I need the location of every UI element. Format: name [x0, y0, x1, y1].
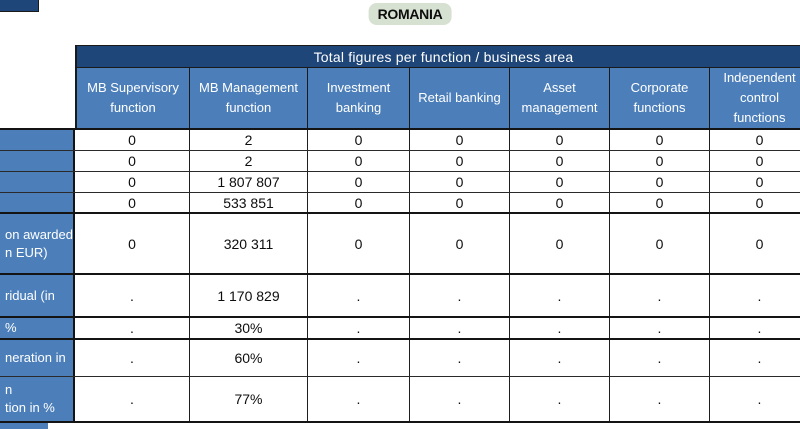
column-header-mb-supervisory: MB Supervisory function — [75, 68, 190, 128]
data-cell: . — [75, 340, 190, 376]
data-cell: 0 — [610, 193, 710, 212]
row-label: neration in — [0, 340, 75, 376]
data-cell: 30% — [190, 318, 308, 338]
data-cell: . — [308, 275, 410, 316]
data-cell: 0 — [410, 214, 510, 273]
data-cell: 0 — [710, 172, 800, 192]
data-cell: 0 — [510, 151, 610, 171]
data-cell: . — [610, 318, 710, 338]
row-label — [0, 130, 75, 150]
data-cell: 77% — [190, 377, 308, 421]
table-band-row: Total figures per function / business ar… — [0, 45, 800, 68]
data-cell: 2 — [190, 130, 308, 150]
row-label — [0, 193, 75, 212]
data-cell: 0 — [710, 214, 800, 273]
data-cell: 0 — [710, 193, 800, 212]
data-cell: 0 — [610, 172, 710, 192]
data-cell: . — [610, 275, 710, 316]
figures-table: Total figures per function / business ar… — [0, 45, 800, 423]
data-cell: 2 — [190, 151, 308, 171]
data-cell: 320 311 — [190, 214, 308, 273]
data-cell: 0 — [75, 214, 190, 273]
data-cell: . — [710, 275, 800, 316]
data-cell: . — [510, 318, 610, 338]
column-header-retail-banking: Retail banking — [410, 68, 510, 128]
data-cell: 0 — [510, 193, 610, 212]
cutoff-cell-top-left — [0, 0, 39, 12]
column-header-mb-management: MB Management function — [190, 68, 308, 128]
data-cell: . — [410, 275, 510, 316]
data-cell: . — [75, 318, 190, 338]
column-header-investment-banking: Investment banking — [308, 68, 410, 128]
data-cell: 0 — [75, 193, 190, 212]
data-cell: . — [710, 377, 800, 421]
cutoff-cell-bottom-left — [0, 423, 48, 429]
column-header-asset-management: Asset management — [510, 68, 610, 128]
data-cell: 0 — [710, 151, 800, 171]
column-header-corporate-functions: Corporate functions — [610, 68, 710, 128]
table-row: % . 30% . . . . . — [0, 318, 800, 340]
table-row: neration in . 60% . . . . . — [0, 340, 800, 377]
data-cell: 0 — [308, 193, 410, 212]
data-cell: 0 — [75, 151, 190, 171]
data-cell: 0 — [75, 172, 190, 192]
data-cell: . — [308, 377, 410, 421]
row-label — [0, 151, 75, 171]
data-cell: . — [308, 318, 410, 338]
data-cell: 0 — [308, 172, 410, 192]
table-row: n tion in % . 77% . . . . . — [0, 377, 800, 423]
row-label: on awarded n EUR) — [0, 214, 75, 273]
data-cell: . — [710, 318, 800, 338]
row-label: n tion in % — [0, 377, 75, 421]
data-cell: 0 — [308, 214, 410, 273]
data-cell: 0 — [510, 214, 610, 273]
data-cell: 0 — [710, 130, 800, 150]
data-cell: . — [610, 377, 710, 421]
data-cell: 0 — [410, 130, 510, 150]
row-label — [0, 172, 75, 192]
data-cell: 0 — [510, 130, 610, 150]
row-label: ridual (in — [0, 275, 75, 316]
data-cell: 0 — [410, 151, 510, 171]
table-row: 0 2 0 0 0 0 0 — [0, 130, 800, 151]
data-cell: . — [410, 318, 510, 338]
data-cell: 1 170 829 — [190, 275, 308, 316]
column-header-row: MB Supervisory function MB Management fu… — [0, 68, 800, 130]
data-cell: 0 — [308, 151, 410, 171]
data-cell: . — [710, 340, 800, 376]
data-cell: . — [610, 340, 710, 376]
data-cell: 0 — [510, 172, 610, 192]
band-spacer — [0, 45, 75, 68]
data-cell: . — [510, 377, 610, 421]
table-row: 0 533 851 0 0 0 0 0 — [0, 193, 800, 214]
data-cell: 0 — [75, 130, 190, 150]
data-cell: 0 — [410, 172, 510, 192]
table-band-title: Total figures per function / business ar… — [75, 45, 800, 68]
data-cell: 0 — [410, 193, 510, 212]
data-cell: . — [410, 377, 510, 421]
data-cell: . — [308, 340, 410, 376]
table-row: 0 2 0 0 0 0 0 — [0, 151, 800, 172]
table-row: ridual (in . 1 170 829 . . . . . — [0, 275, 800, 318]
column-header-independent-control: Independent control functions — [710, 68, 800, 128]
data-cell: 0 — [308, 130, 410, 150]
data-cell: 0 — [610, 214, 710, 273]
data-cell: 533 851 — [190, 193, 308, 212]
data-cell: . — [510, 340, 610, 376]
table-row: on awarded n EUR) 0 320 311 0 0 0 0 0 — [0, 214, 800, 275]
data-cell: . — [75, 275, 190, 316]
data-cell: 1 807 807 — [190, 172, 308, 192]
data-cell: 0 — [610, 151, 710, 171]
header-spacer — [0, 68, 75, 128]
data-cell: . — [75, 377, 190, 421]
data-cell: 0 — [610, 130, 710, 150]
row-label: % — [0, 318, 75, 338]
table-row: 0 1 807 807 0 0 0 0 0 — [0, 172, 800, 193]
data-cell: . — [410, 340, 510, 376]
data-cell: 60% — [190, 340, 308, 376]
data-cell: . — [510, 275, 610, 316]
page-title: ROMANIA — [368, 3, 452, 25]
